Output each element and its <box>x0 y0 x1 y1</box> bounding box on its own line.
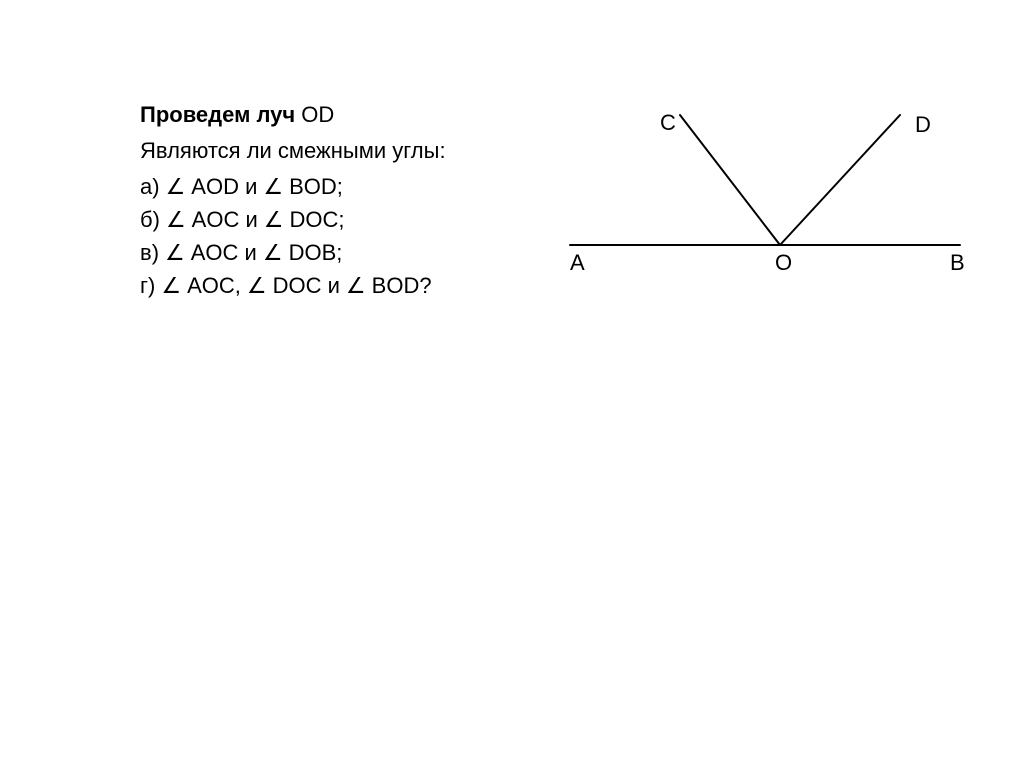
text-block: Проведем луч OD Являются ли смежными угл… <box>140 100 520 303</box>
angle-icon: ∠ <box>247 271 267 303</box>
item-body2: DOC; <box>289 204 344 236</box>
angle-icon: ∠ <box>263 238 283 270</box>
item-v: в) ∠AOC и ∠DOB; <box>140 237 520 270</box>
item-b: б) ∠AOC и ∠DOC; <box>140 204 520 237</box>
page: Проведем луч OD Являются ли смежными угл… <box>0 0 1024 768</box>
svg-text:B: B <box>950 250 965 275</box>
svg-text:O: O <box>775 250 792 275</box>
item-a: а) ∠AOD и ∠BOD; <box>140 171 520 204</box>
svg-text:A: A <box>570 250 585 275</box>
title-line: Проведем луч OD <box>140 100 520 130</box>
angle-icon: ∠ <box>346 271 366 303</box>
figure-svg: A O B C D <box>560 100 970 300</box>
svg-text:D: D <box>915 112 931 137</box>
angle-icon: ∠ <box>161 271 181 303</box>
item-g: г) ∠AOC, ∠DOC и ∠BOD? <box>140 270 520 303</box>
angle-icon: ∠ <box>263 172 283 204</box>
angle-icon: ∠ <box>264 205 284 237</box>
ray-OC <box>680 115 780 245</box>
item-body2: DOC и <box>273 270 340 302</box>
item-body1: AOC, <box>187 270 241 302</box>
title-rest: OD <box>295 102 334 127</box>
item-body1: AOC и <box>191 237 257 269</box>
ray-OD <box>780 115 900 245</box>
title-bold: Проведем луч <box>140 102 295 127</box>
item-body2: DOB; <box>289 237 343 269</box>
item-body1: AOC и <box>192 204 258 236</box>
angle-icon: ∠ <box>165 238 185 270</box>
angle-icon: ∠ <box>166 205 186 237</box>
svg-text:C: C <box>660 110 676 135</box>
item-body1: AOD и <box>191 171 257 203</box>
item-prefix: а) <box>140 171 160 203</box>
angle-figure: A O B C D <box>560 100 970 300</box>
item-prefix: г) <box>140 270 155 302</box>
angle-icon: ∠ <box>166 172 186 204</box>
item-prefix: в) <box>140 237 159 269</box>
item-body2: BOD; <box>289 171 343 203</box>
item-body3: BOD? <box>372 270 432 302</box>
item-prefix: б) <box>140 204 160 236</box>
question-line: Являются ли смежными углы: <box>140 136 520 166</box>
